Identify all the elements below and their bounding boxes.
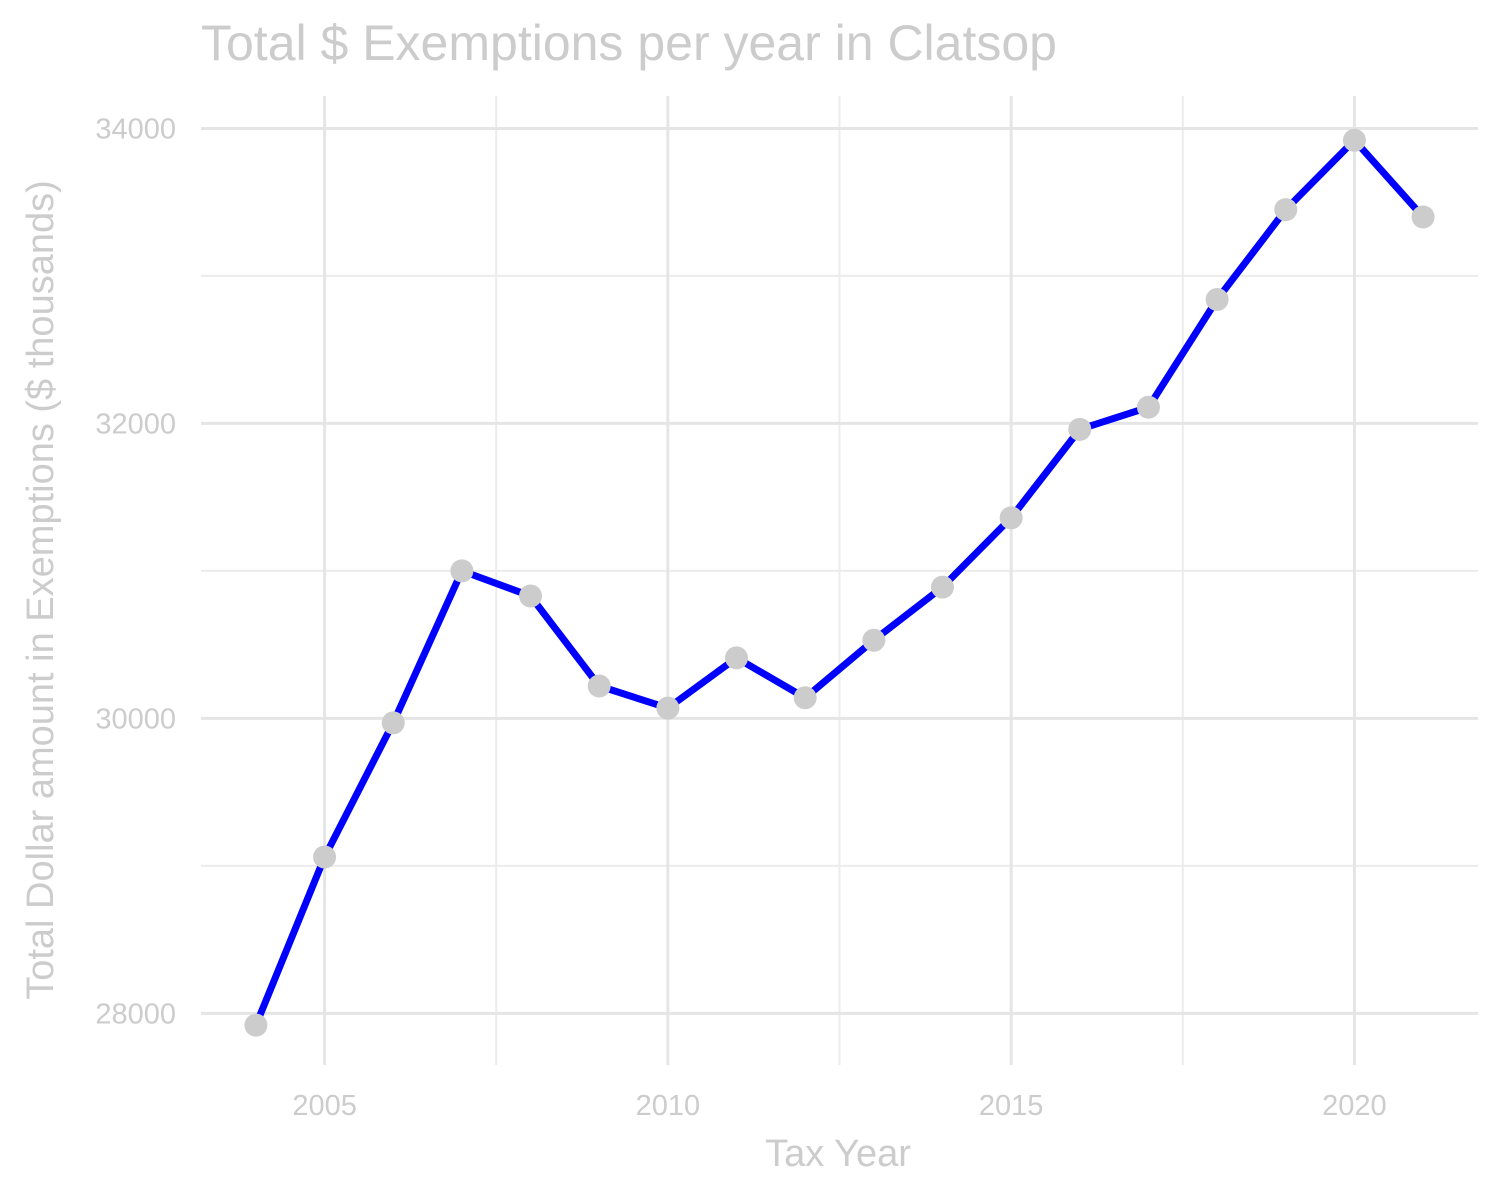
y-axis-ticks: 28000 30000 32000 34000 bbox=[95, 113, 176, 1030]
y-axis-title: Total Dollar amount in Exemptions ($ tho… bbox=[20, 180, 62, 1000]
data-point bbox=[1205, 288, 1229, 312]
data-point bbox=[1411, 205, 1435, 229]
data-point bbox=[1068, 417, 1092, 441]
data-points bbox=[244, 128, 1435, 1037]
data-point bbox=[1274, 198, 1298, 222]
data-point bbox=[244, 1013, 268, 1037]
x-tick-label: 2015 bbox=[979, 1090, 1044, 1122]
data-point bbox=[656, 696, 680, 720]
x-tick-label: 2005 bbox=[292, 1090, 357, 1122]
series-line bbox=[252, 136, 1427, 1029]
y-tick-label: 28000 bbox=[95, 998, 176, 1030]
x-axis-ticks: 2005 2010 2015 2020 bbox=[292, 1090, 1386, 1122]
data-point bbox=[587, 674, 611, 698]
data-point bbox=[313, 845, 337, 869]
data-point bbox=[725, 646, 749, 670]
data-point bbox=[793, 686, 817, 710]
data-point bbox=[1136, 395, 1160, 419]
data-point bbox=[862, 628, 886, 652]
series-line-layer bbox=[252, 136, 1427, 1029]
data-point bbox=[450, 559, 474, 583]
data-point bbox=[930, 575, 954, 599]
x-tick-label: 2010 bbox=[636, 1090, 701, 1122]
y-tick-label: 32000 bbox=[95, 408, 176, 440]
x-axis-title: Tax Year bbox=[765, 1133, 911, 1175]
data-point bbox=[999, 506, 1023, 530]
data-point bbox=[1342, 128, 1366, 152]
y-tick-label: 30000 bbox=[95, 703, 176, 735]
data-point bbox=[381, 711, 405, 735]
data-point bbox=[519, 584, 543, 608]
x-tick-label: 2020 bbox=[1322, 1090, 1387, 1122]
chart-title: Total $ Exemptions per year in Clatsop bbox=[201, 15, 1057, 71]
grid bbox=[201, 96, 1478, 1065]
y-tick-label: 34000 bbox=[95, 113, 176, 145]
